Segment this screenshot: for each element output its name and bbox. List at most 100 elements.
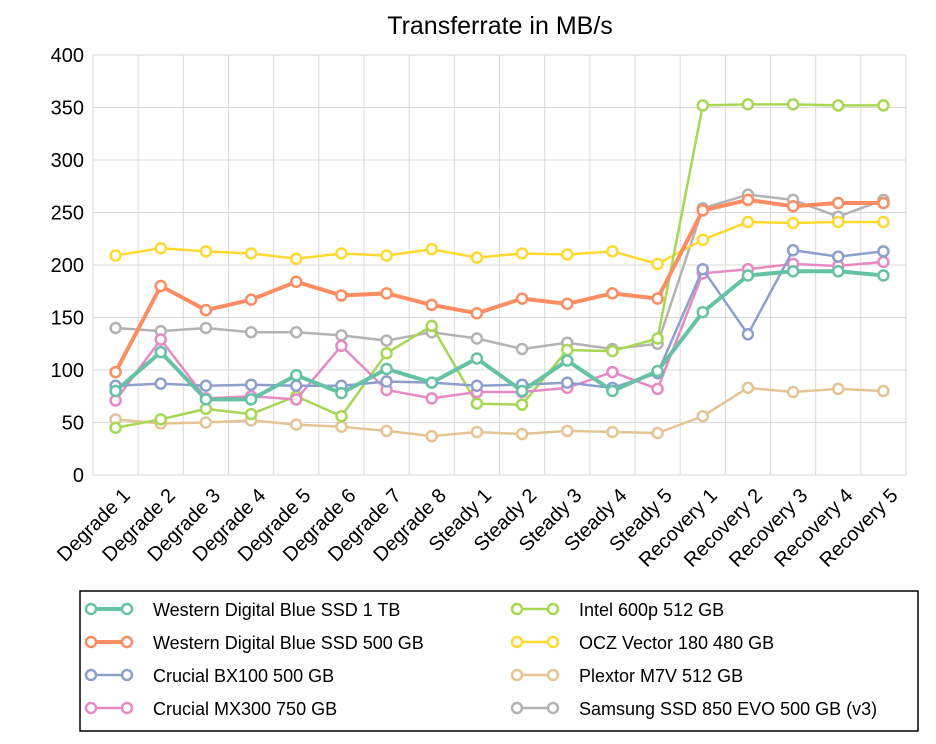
data-point [515, 427, 529, 441]
data-point [154, 345, 167, 359]
series-line [114, 269, 884, 402]
data-point [741, 215, 755, 229]
data-point [651, 332, 664, 345]
legend-marker [510, 635, 524, 649]
data-point [470, 332, 484, 345]
data-point [470, 379, 484, 392]
data-point [290, 418, 303, 431]
data-point [696, 262, 709, 276]
data-point [741, 269, 755, 282]
y-axis-ticks: 0 50 100 150 200 250 300 350 400 [51, 45, 84, 487]
legend-marker [510, 602, 524, 616]
data-point [606, 384, 619, 398]
legend-label: Crucial MX300 750 GB [153, 699, 337, 719]
data-point [244, 325, 258, 339]
series-line [115, 103, 884, 429]
series-line [114, 260, 884, 402]
data-point [335, 289, 348, 302]
data-point [335, 329, 348, 342]
data-point [515, 247, 529, 260]
legend-marker [510, 668, 524, 682]
data-point [109, 384, 122, 398]
data-point [290, 369, 303, 382]
data-point [515, 384, 529, 398]
data-point [741, 381, 755, 395]
data-point [290, 393, 303, 406]
data-point [651, 292, 664, 305]
data-point [696, 306, 709, 319]
legend-marker [546, 701, 560, 715]
data-point [832, 382, 845, 396]
series-line [115, 220, 884, 266]
data-point [877, 384, 890, 398]
series-group [109, 193, 890, 379]
data-point [515, 292, 529, 305]
data-point [515, 398, 529, 411]
legend-item: Crucial MX300 750 GB [84, 699, 337, 719]
legend-marker [84, 635, 98, 649]
data-point [335, 386, 348, 400]
legend-item: Intel 600p 512 GB [510, 600, 724, 620]
data-point [154, 377, 167, 390]
data-point [109, 365, 122, 379]
data-point [832, 196, 845, 210]
data-point [561, 343, 574, 357]
data-point [877, 196, 890, 210]
data-point [199, 393, 213, 406]
legend-marker [120, 668, 134, 682]
data-point [380, 334, 393, 347]
data-point [380, 287, 393, 300]
legend-item: OCZ Vector 180 480 GB [510, 633, 774, 653]
data-point [244, 393, 258, 406]
legend-label: Intel 600p 512 GB [579, 600, 724, 620]
data-point [786, 385, 800, 399]
data-point [244, 247, 258, 260]
data-point [109, 249, 122, 262]
series-line [113, 197, 884, 374]
data-point [425, 298, 438, 312]
data-point [606, 425, 619, 439]
gridlines [92, 54, 907, 476]
legend-marker [120, 635, 134, 649]
series-line [115, 386, 884, 438]
data-point [425, 376, 438, 389]
data-point [877, 255, 890, 269]
y-tick-label: 100 [51, 360, 84, 382]
data-point [470, 251, 484, 264]
y-tick-label: 50 [62, 413, 84, 435]
legend-marker [546, 635, 560, 649]
legend-marker [120, 701, 134, 715]
legend-item: Plextor M7V 512 GB [510, 666, 743, 686]
data-point [786, 216, 800, 230]
data-point [154, 413, 167, 426]
data-point [425, 243, 438, 256]
legend-label: OCZ Vector 180 480 GB [579, 633, 774, 653]
data-point [290, 379, 303, 392]
series-group [109, 381, 890, 443]
y-tick-label: 300 [51, 150, 84, 172]
data-point [651, 364, 664, 378]
data-point [561, 424, 574, 438]
legend-item: Samsung SSD 850 EVO 500 GB (v3) [510, 699, 877, 719]
data-point [290, 275, 303, 289]
data-point [290, 252, 303, 265]
data-point [425, 429, 438, 443]
data-point [786, 199, 800, 213]
data-point [154, 333, 167, 346]
legend-label: Western Digital Blue SSD 500 GB [153, 633, 424, 653]
legend-box [79, 590, 919, 732]
data-point [741, 328, 755, 341]
legend-marker [546, 602, 560, 616]
data-point [335, 409, 348, 423]
data-point [380, 424, 393, 438]
data-point [290, 325, 303, 339]
data-point [199, 416, 213, 429]
data-point [651, 382, 664, 396]
data-point [380, 249, 393, 262]
data-point [380, 375, 393, 388]
legend-marker [120, 602, 134, 616]
data-point [109, 321, 122, 335]
chart-title: Transferrate in MB/s [387, 12, 613, 40]
data-point [154, 279, 167, 293]
data-point [832, 265, 845, 278]
